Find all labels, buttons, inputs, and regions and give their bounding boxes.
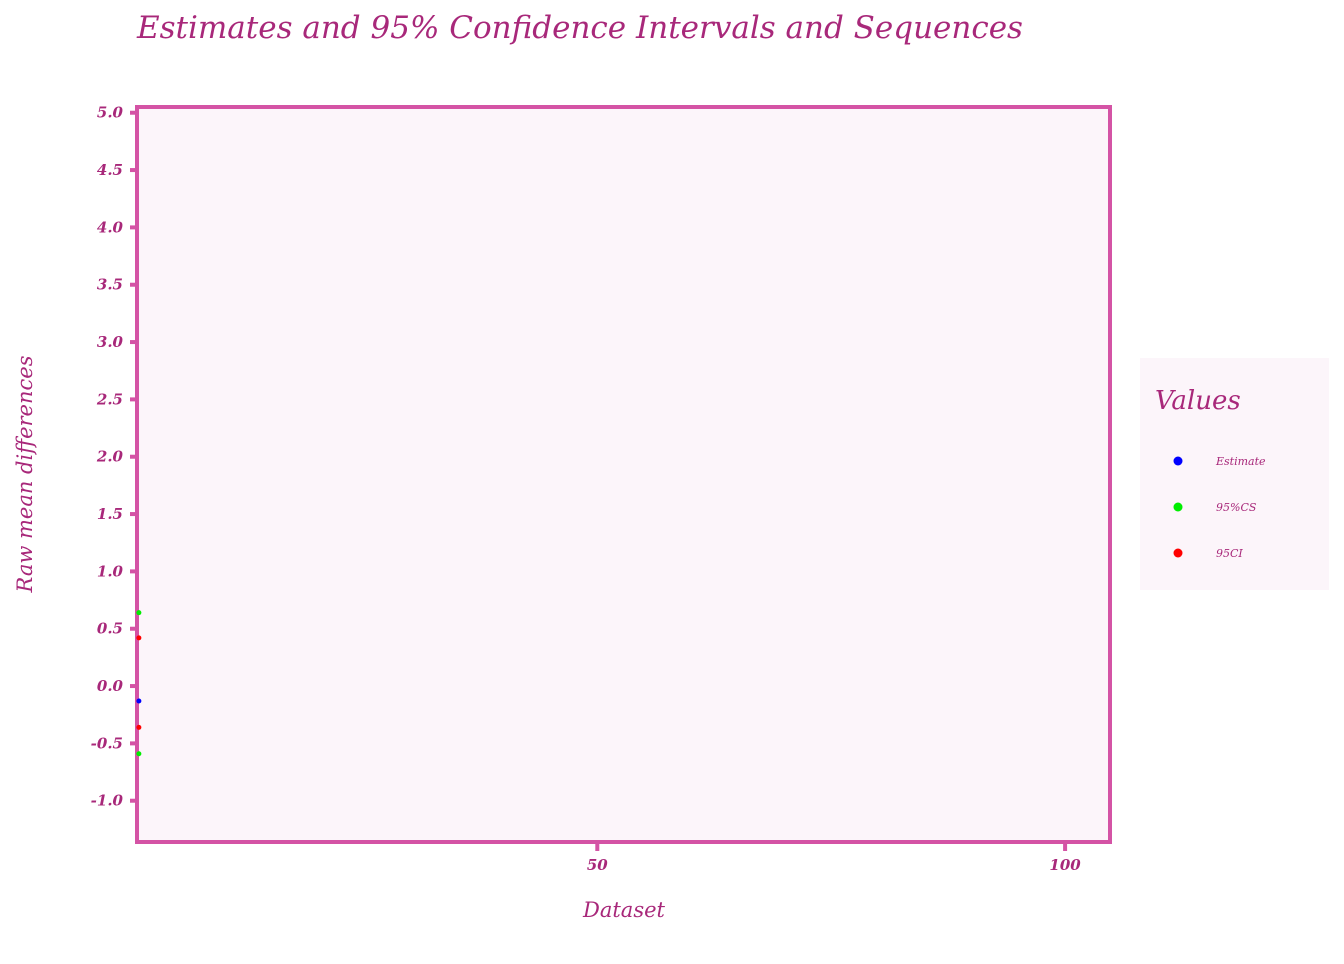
point <box>136 751 142 757</box>
legend-marker <box>1173 456 1183 466</box>
legend-label: 95%CS <box>1216 501 1257 514</box>
legend-marker <box>1173 502 1183 512</box>
legend-title: Values <box>1155 386 1241 416</box>
legend-label: Estimate <box>1215 455 1266 468</box>
y-tick-label: 3.5 <box>97 276 123 294</box>
y-axis-label: Raw mean differences <box>13 355 37 593</box>
y-tick-label: 5.0 <box>97 104 124 122</box>
y-tick-label: 3.0 <box>97 333 124 351</box>
point <box>136 724 142 730</box>
legend <box>1140 358 1329 590</box>
y-tick-label: 0.0 <box>97 677 124 695</box>
legend-label: 95CI <box>1216 547 1243 560</box>
legend-marker <box>1173 548 1183 558</box>
y-tick-label: 1.5 <box>97 505 123 523</box>
y-tick-label: -0.5 <box>91 734 123 752</box>
plot-area <box>135 105 1112 844</box>
x-axis-label: Dataset <box>582 898 666 922</box>
point <box>136 635 142 641</box>
point <box>136 698 142 704</box>
x-tick-label: 50 <box>587 856 608 874</box>
y-tick-label: 1.0 <box>97 562 124 580</box>
y-tick-label: 2.5 <box>96 390 123 408</box>
x-tick-label: 100 <box>1049 856 1081 874</box>
y-tick-label: 2.0 <box>96 448 124 466</box>
y-tick-label: -1.0 <box>91 792 124 810</box>
point <box>136 610 142 616</box>
chart-title: Estimates and 95% Confidence Intervals a… <box>136 10 1023 46</box>
y-tick-label: 0.5 <box>97 620 123 638</box>
y-tick-label: 4.5 <box>97 161 123 179</box>
y-tick-label: 4.0 <box>97 218 124 236</box>
